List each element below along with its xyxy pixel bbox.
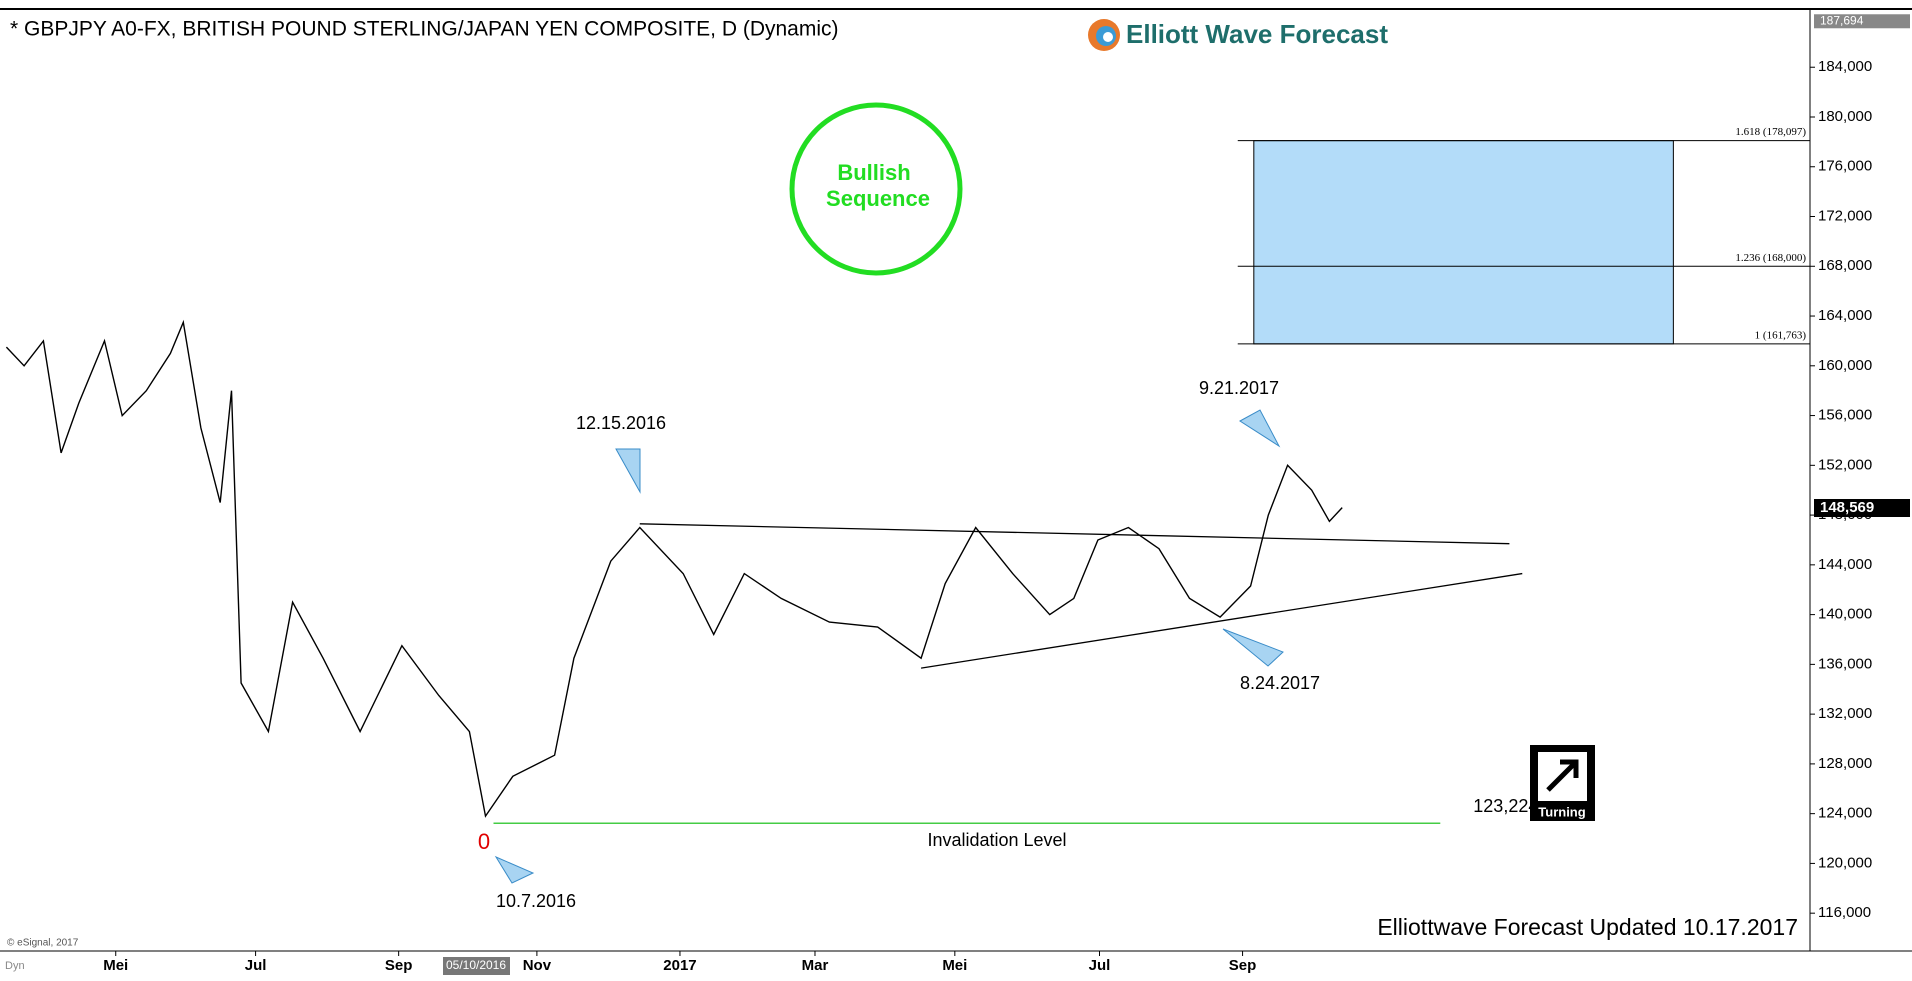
icon-text: Turning <box>1538 804 1585 819</box>
x-tick-label: Mar <box>802 957 829 974</box>
pointer <box>494 855 535 884</box>
y-tick-label: 160,000 <box>1818 357 1872 374</box>
y-tick-label: 120,000 <box>1818 854 1872 871</box>
annotation: 9.21.2017 <box>1199 378 1279 398</box>
wave-label: 0 <box>478 829 490 854</box>
badge: Bullish Sequence <box>789 102 963 276</box>
fib-label: 1.618 (178,097) <box>1735 126 1806 138</box>
badge-text: Bullish <box>837 160 910 185</box>
last-price-box <box>1814 499 1910 518</box>
logo: Elliott Wave Forecast <box>1088 19 1388 51</box>
y-tick-label: 140,000 <box>1818 606 1872 623</box>
annotation: 10.7.2016 <box>496 891 576 911</box>
trendline <box>639 523 1510 545</box>
badge-text: Sequence <box>826 186 930 211</box>
x-tick-label: Mei <box>103 957 128 974</box>
plot: 1.618 (178,097) 1.236 (168,000) 1 (161,763… <box>5 126 1810 825</box>
y-tick-label: 164,000 <box>1818 307 1872 324</box>
y-tick-label: 184,000 <box>1818 58 1872 75</box>
annotation: 12.15.2016 <box>576 413 666 433</box>
copyright: © eSignal, 2017 <box>7 938 79 949</box>
x-tick-label: Jul <box>245 957 267 974</box>
top-price-box <box>1814 14 1910 29</box>
top-price: 187,694 <box>1820 13 1864 27</box>
footer: Elliottwave Forecast Updated 10.17.2017 <box>1377 914 1798 940</box>
chart-title: * GBPJPY A0-FX, BRITISH POUND STERLING/J… <box>10 18 839 41</box>
y-tick-label: 144,000 <box>1818 556 1872 573</box>
target-box <box>1253 140 1674 345</box>
y-tick-label: 128,000 <box>1818 755 1872 772</box>
y-tick-label: 116,000 <box>1818 904 1871 921</box>
mode-label: Dyn <box>5 960 25 972</box>
y-tick-label: 152,000 <box>1818 456 1872 473</box>
cursor-date-box <box>443 957 510 975</box>
pointers <box>494 409 1284 884</box>
annotation: 8.24.2017 <box>1240 673 1320 693</box>
y-tick-label: 168,000 <box>1818 257 1872 274</box>
y-tick-label: 172,000 <box>1818 207 1872 224</box>
last-price: 148,569 <box>1820 499 1874 516</box>
logo-icon <box>1103 32 1113 42</box>
x-tick-label: Sep <box>1229 957 1257 974</box>
logo-text: Elliott Wave Forecast <box>1126 19 1388 49</box>
y-tick-label: 124,000 <box>1818 805 1872 822</box>
annotation: Invalidation Level <box>927 830 1066 850</box>
pointer <box>1239 409 1281 448</box>
cursor-date: 05/10/2016 <box>446 958 506 972</box>
y-tick-label: 136,000 <box>1818 655 1872 672</box>
badge-ring <box>789 102 963 276</box>
y-tick-label: 180,000 <box>1818 108 1872 125</box>
turning-icon: Turning <box>1530 745 1595 821</box>
icon-arrow <box>1546 759 1579 792</box>
pointer <box>615 448 641 494</box>
fib-label: 1.236 (168,000) <box>1735 252 1806 264</box>
x-tick-label: Sep <box>385 957 413 974</box>
y-tick-label: 176,000 <box>1818 158 1872 175</box>
pointer <box>1222 628 1284 667</box>
x-tick-label: Mei <box>942 957 967 974</box>
y-tick-label: 156,000 <box>1818 407 1872 424</box>
invalidation-value: 123,224 <box>1473 796 1538 816</box>
y-tick-label: 132,000 <box>1818 705 1872 722</box>
fib-label: 1 (161,763) <box>1755 329 1807 341</box>
x-tick-label: Jul <box>1089 957 1111 974</box>
x-tick-label: Nov <box>523 957 552 974</box>
x-tick-label: 2017 <box>663 957 696 974</box>
trendline <box>920 572 1523 669</box>
price-line <box>5 319 1343 818</box>
